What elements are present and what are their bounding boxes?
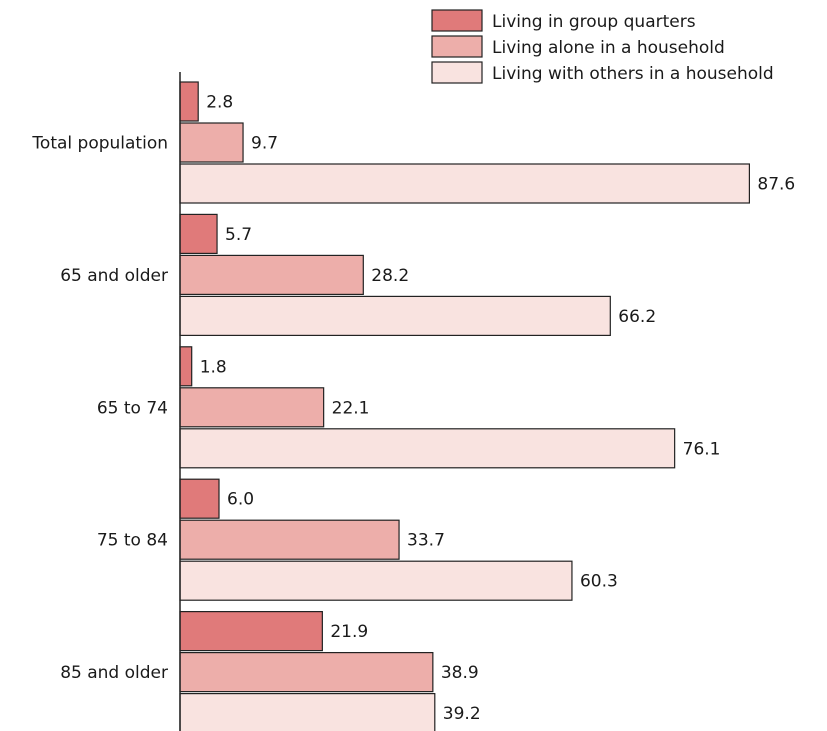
bar-1-3 [179, 346, 193, 387]
value-label-3-4: 60.3 [580, 572, 618, 592]
category-label-5: 85 and older [60, 663, 168, 683]
category-label-3: 65 to 74 [97, 398, 168, 418]
bar-2-2 [179, 254, 364, 295]
value-label-2-1: 9.7 [251, 134, 278, 154]
legend-label-3: Living with others in a household [492, 64, 774, 84]
bar-2-5 [179, 651, 434, 693]
legend-swatch-3 [431, 61, 483, 84]
legend-label-2: Living alone in a household [492, 38, 725, 58]
bar-2-4 [179, 519, 400, 560]
value-label-2-5: 38.9 [441, 663, 479, 683]
bar-2-3 [179, 387, 325, 428]
value-label-2-2: 28.2 [371, 266, 409, 286]
value-label-3-1: 87.6 [757, 175, 795, 195]
value-label-2-3: 22.1 [332, 398, 370, 418]
bar-3-4 [179, 560, 573, 601]
value-label-1-3: 1.8 [200, 357, 227, 377]
category-labels: Total population 65 and older 65 to 74 75 t… [31, 134, 168, 684]
value-labels: 2.8 9.7 87.6 5.7 28.2 66.2 1.8 22.1 76.1 6.0 33.7 6… [200, 93, 796, 725]
bar-1-4 [179, 478, 220, 519]
value-label-3-3: 76.1 [683, 439, 721, 459]
legend-swatch-2 [431, 35, 483, 58]
value-label-1-1: 2.8 [206, 93, 233, 113]
bar-1-2 [179, 213, 218, 254]
bar-1-1 [179, 81, 199, 122]
bar-3-2 [179, 295, 611, 336]
bar-2-1 [179, 122, 244, 163]
bar-3-1 [179, 163, 751, 204]
legend: Living in group quarters Living alone in … [431, 9, 774, 84]
value-label-1-4: 6.0 [227, 490, 254, 510]
value-label-1-5: 21.9 [330, 622, 368, 642]
bar-3-5 [179, 692, 436, 731]
category-label-1: Total population [31, 134, 168, 154]
value-label-1-2: 5.7 [225, 225, 252, 245]
bar-3-3 [179, 428, 676, 469]
category-label-2: 65 and older [60, 266, 168, 286]
value-label-2-4: 33.7 [407, 531, 445, 551]
category-label-4: 75 to 84 [97, 531, 168, 551]
legend-swatch-1 [431, 9, 483, 32]
bar-1-5 [179, 610, 323, 652]
legend-label-1: Living in group quarters [492, 12, 696, 32]
bars [179, 81, 751, 731]
value-label-3-5: 39.2 [443, 704, 481, 724]
value-label-3-2: 66.2 [618, 307, 656, 327]
